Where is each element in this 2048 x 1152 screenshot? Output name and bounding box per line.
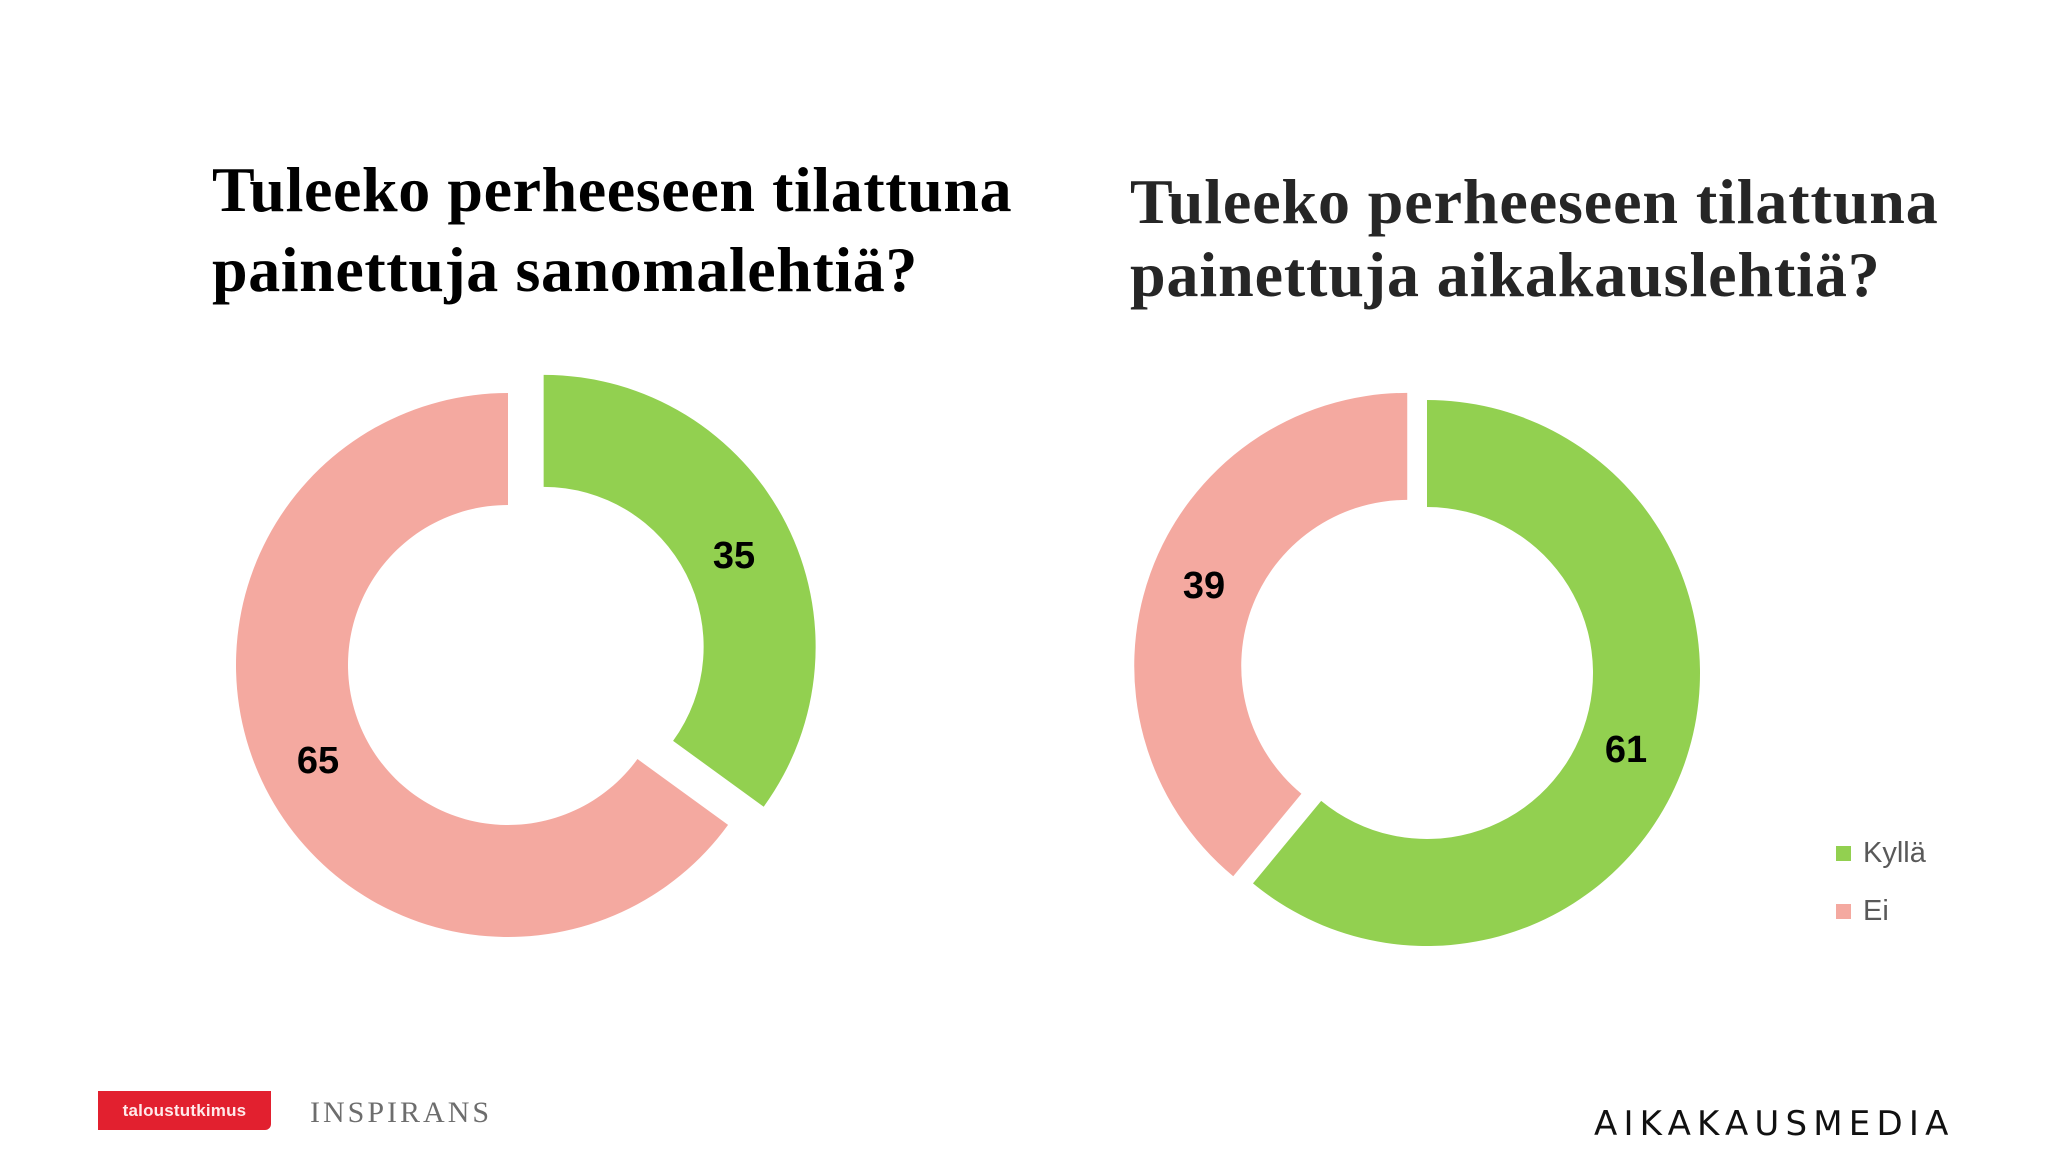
legend-item-ei: Ei bbox=[1836, 882, 1926, 940]
taloustutkimus-logo: taloustutkimus bbox=[98, 1091, 271, 1130]
chart-legend: Kyllä Ei bbox=[1836, 824, 1926, 940]
legend-label: Ei bbox=[1863, 894, 1889, 927]
legend-item-kylla: Kyllä bbox=[1836, 824, 1926, 882]
donut-segment-kylla bbox=[543, 374, 816, 807]
title-line-1: Tuleeko perheeseen tilattuna bbox=[1130, 166, 1939, 237]
legend-swatch-ei bbox=[1836, 903, 1851, 919]
data-label: 39 bbox=[1183, 565, 1225, 607]
data-label: 35 bbox=[713, 535, 755, 577]
donut-chart-magazines: 61 39 bbox=[1134, 392, 1701, 946]
data-label: 61 bbox=[1605, 729, 1647, 771]
legend-swatch-kylla bbox=[1836, 845, 1851, 861]
title-line-2: painettuja aikakauslehtiä? bbox=[1130, 239, 1881, 310]
donut-segment-ei bbox=[1134, 392, 1408, 877]
title-line-1: Tuleeko perheeseen tilattuna bbox=[212, 154, 1013, 225]
chart-title-newspapers: Tuleeko perheeseen tilattuna painettuja … bbox=[212, 150, 1012, 310]
donut-chart-newspapers: 35 65 bbox=[235, 374, 816, 938]
title-line-2: painettuja sanomalehtiä? bbox=[212, 234, 918, 305]
legend-label: Kyllä bbox=[1863, 836, 1926, 869]
aikakausmedia-logo: AIKAKAUSMEDIA bbox=[1594, 1104, 1955, 1144]
chart-title-magazines: Tuleeko perheeseen tilattuna painettuja … bbox=[1130, 165, 1939, 311]
donut-segment-ei bbox=[235, 393, 729, 938]
inspirans-logo: INSPIRANS bbox=[310, 1096, 493, 1129]
data-label: 65 bbox=[297, 740, 339, 782]
donut-segment-kylla bbox=[1252, 399, 1701, 946]
